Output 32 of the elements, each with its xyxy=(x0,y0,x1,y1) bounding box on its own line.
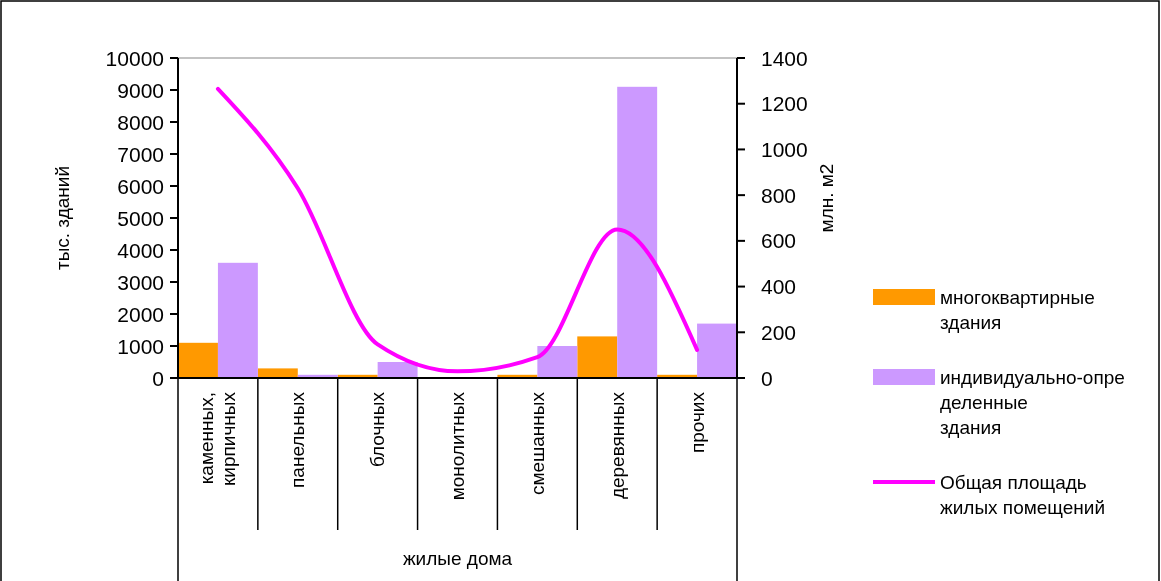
y2-axis-title: млн. м2 xyxy=(815,163,837,233)
y-tick-label: 10000 xyxy=(105,46,164,70)
x-tick-label: деревянных xyxy=(606,391,628,500)
legend-label: многоквартирные здания xyxy=(940,286,1095,333)
y-tick-label: 4000 xyxy=(117,238,164,262)
y-tick-label: 7000 xyxy=(117,142,164,166)
x-axis-title: жилые дома xyxy=(402,548,513,569)
x-tick-label: прочих xyxy=(686,391,708,454)
x-tick-label: блочных xyxy=(367,391,389,468)
legend-label: Общая площадь жилых помещений xyxy=(940,471,1106,518)
y2-tick-label: 0 xyxy=(761,366,773,390)
y-tick-label: 8000 xyxy=(117,110,164,134)
y-tick-label: 2000 xyxy=(117,302,164,326)
y2-tick-label: 1000 xyxy=(761,137,808,161)
x-tick-label: панельных xyxy=(287,391,309,488)
y2-tick-label: 200 xyxy=(761,320,797,344)
y-axis-title: тыс. зданий xyxy=(51,165,73,271)
y-tick-label: 3000 xyxy=(117,270,164,294)
y-tick-label: 5000 xyxy=(117,206,164,230)
legend-label: индивидуально-определенные здания xyxy=(940,366,1125,438)
x-tick-label: монолитных xyxy=(447,391,468,501)
y-tick-label: 9000 xyxy=(117,78,164,102)
y2-tick-label: 1200 xyxy=(761,92,808,116)
y2-tick-label: 600 xyxy=(761,229,797,253)
y-tick-label: 1000 xyxy=(117,334,164,358)
y2-tick-label: 1400 xyxy=(761,46,808,70)
x-tick-label: каменных, кирпичных xyxy=(196,391,240,486)
y2-tick-label: 800 xyxy=(761,183,797,207)
y-tick-label: 0 xyxy=(152,366,164,390)
y-tick-label: 6000 xyxy=(117,174,164,198)
y2-tick-label: 400 xyxy=(761,275,797,299)
x-tick-label: смешанных xyxy=(526,391,548,496)
